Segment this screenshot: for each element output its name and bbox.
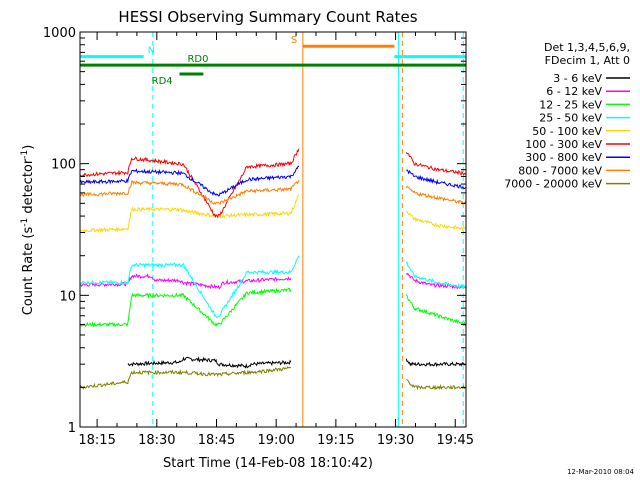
flag-label-4: RD4 (152, 76, 173, 87)
legend-label-0: 3 - 6 keV (553, 72, 602, 85)
series-line-5-1 (405, 152, 467, 176)
y-tick-label-1: 10 (59, 289, 76, 304)
x-tick-label-6: 19:45 (437, 433, 474, 448)
x-tick-label-5: 19:30 (377, 433, 414, 448)
series-line-2-0 (79, 287, 292, 328)
plot-area: N S RD0 RD4 (79, 32, 467, 427)
chart-title: HESSI Observing Summary Count Rates (118, 8, 417, 26)
series-line-6-1 (406, 169, 467, 190)
legend-label-7: 800 - 7000 keV (518, 164, 602, 177)
series-line-7-1 (405, 185, 467, 205)
legend-label-3: 25 - 50 keV (539, 112, 602, 125)
x-tick-label-0: 18:15 (78, 433, 115, 448)
legend-label-8: 7000 - 20000 keV (504, 178, 602, 191)
series-line-0-0 (127, 356, 292, 369)
x-tick-label-3: 19:00 (257, 433, 294, 448)
legend-label-6: 300 - 800 keV (525, 151, 602, 164)
flag-label-3: RD0 (187, 54, 208, 65)
legend-label-5: 100 - 300 keV (525, 138, 602, 151)
series-line-7-0 (79, 179, 300, 205)
legend-label-1: 6 - 12 keV (546, 85, 602, 98)
flag-label-2: S (291, 35, 297, 46)
legend-header-line-1: Det 1,3,4,5,6,9, (544, 41, 630, 54)
y-axis-label: Count Rate (s-1 detector-1) (20, 145, 36, 316)
series-line-4-0 (79, 194, 300, 234)
series-line-2-1 (405, 294, 467, 327)
x-tick-label-2: 18:45 (198, 433, 235, 448)
series-line-8-0 (79, 366, 292, 390)
x-tick-label-1: 18:30 (138, 433, 175, 448)
series-line-3-1 (406, 261, 467, 290)
x-axis-label: Start Time (14-Feb-08 18:10:42) (163, 456, 373, 471)
flag-label-0: N (148, 46, 155, 57)
x-axis-ticks: 18:15 18:30 18:45 19:00 19:15 19:30 19:45 (78, 32, 474, 448)
series-line-4-1 (406, 210, 467, 232)
y-tick-label-3: 1000 (43, 26, 76, 41)
footer-timestamp: 12-Mar-2010 08:04 (567, 468, 634, 476)
x-tick-label-4: 19:15 (317, 433, 354, 448)
y-axis-ticks: 1 10 100 1000 (43, 26, 466, 436)
legend-label-2: 12 - 25 keV (539, 98, 602, 111)
y-tick-label-0: 1 (68, 421, 76, 436)
series-line-0-1 (405, 358, 467, 368)
y-tick-label-2: 100 (51, 158, 76, 173)
legend-header-line-2: FDecim 1, Att 0 (545, 54, 630, 67)
series-line-1-0 (80, 273, 292, 290)
plot-frame (79, 31, 467, 428)
series-line-6-0 (79, 165, 300, 197)
series-line-5-0 (79, 148, 300, 219)
series-line-8-1 (405, 378, 467, 391)
legend-label-4: 50 - 100 keV (532, 125, 602, 138)
series-line-3-0 (79, 255, 300, 318)
